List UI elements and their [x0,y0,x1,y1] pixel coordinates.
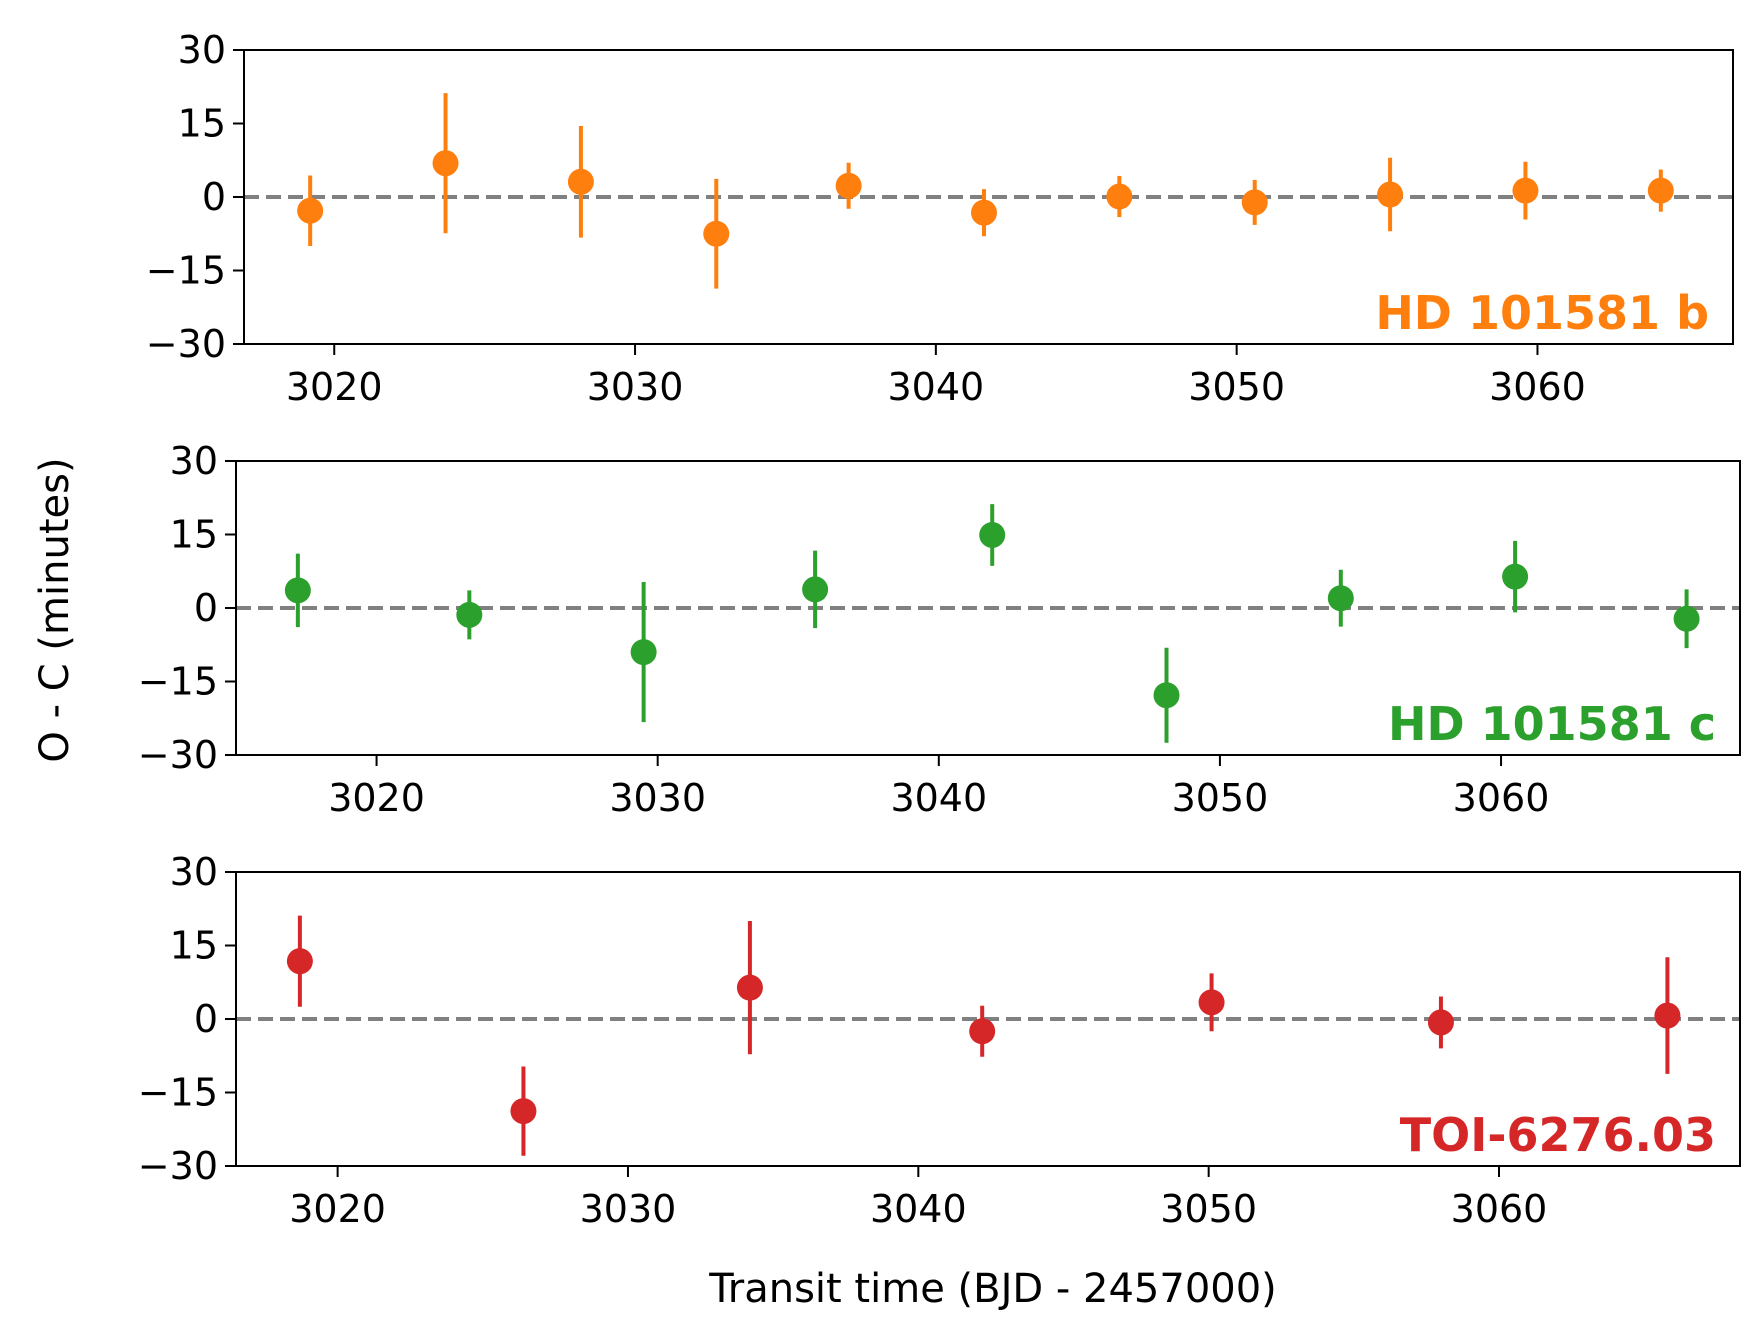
y-tick-label: −30 [146,322,226,366]
axes-frame [235,871,1741,1167]
x-tick-label: 3040 [887,365,984,409]
x-tick-label: 3050 [1160,1187,1257,1231]
data-point [1327,585,1354,612]
data-point [970,199,997,226]
y-tick-label: 15 [178,102,226,146]
y-tick-label: −15 [138,1071,218,1115]
data-point [510,1098,537,1125]
data-point [456,601,483,628]
data-point [802,576,829,603]
panel-label: TOI-6276.03 [1400,1108,1716,1162]
y-tick-label: −15 [138,660,218,704]
y-tick-label: 0 [194,997,218,1041]
x-tick-label: 3030 [609,776,706,820]
data-point [1153,682,1180,709]
y-tick-label: 30 [178,28,226,72]
x-tick-label: 3020 [286,365,383,409]
x-tick-label: 3030 [580,1187,677,1231]
y-tick-label: −30 [138,733,218,777]
y-tick-label: 15 [170,924,218,968]
x-tick-label: 3060 [1451,1187,1548,1231]
data-point [1654,1002,1681,1029]
panel-2: 30 15 0 −15 −30 3020 3030 3040 3050 3060 HD 101581… [138,439,1741,820]
data-point [1673,605,1700,632]
x-tick-label: 3050 [1188,365,1285,409]
panel-label: HD 101581 b [1375,286,1709,340]
x-tick-label: 3050 [1172,776,1269,820]
y-tick-label: −15 [146,249,226,293]
y-tick-label: 15 [170,513,218,557]
data-point [284,577,311,604]
x-tick-label: 3040 [870,1187,967,1231]
panel-label: HD 101581 c [1388,697,1716,751]
data-point [979,521,1006,548]
y-axis-label: O - C (minutes) [32,457,78,762]
axes-frame [243,49,1734,345]
x-tick-label: 3060 [1453,776,1550,820]
axes-frame [235,460,1741,756]
data-point [969,1018,996,1045]
data-point [1647,177,1674,204]
data-point [1241,189,1268,216]
y-tick-label: 0 [202,175,226,219]
data-point [630,639,657,666]
data-point [297,197,324,224]
data-point [567,168,594,195]
x-tick-label: 3020 [328,776,425,820]
x-tick-label: 3030 [587,365,684,409]
data-point [1377,181,1404,208]
x-tick-label: 3020 [289,1187,386,1231]
panel-3: 30 15 0 −15 −30 3020 3030 3040 3050 3060 TOI-6276.… [138,850,1741,1231]
data-point [1427,1009,1454,1036]
data-points [297,93,1674,289]
data-point [286,948,313,975]
y-tick-label: 0 [194,586,218,630]
data-point [1512,177,1539,204]
data-point [1502,563,1529,590]
data-point [1106,183,1133,210]
data-point [736,974,763,1001]
x-tick-label: 3040 [890,776,987,820]
x-tick-label: 3060 [1489,365,1586,409]
data-point [835,172,862,199]
data-point [1198,989,1225,1016]
data-points [284,504,1700,743]
panel-1: 30 15 0 −15 −30 3020 3030 3040 3050 3060 HD 101581… [146,28,1734,409]
data-points [286,915,1681,1156]
x-axis-label: Transit time (BJD - 2457000) [708,1266,1277,1312]
data-point [432,150,459,177]
y-tick-label: −30 [138,1144,218,1188]
y-tick-label: 30 [170,850,218,894]
y-tick-label: 30 [170,439,218,483]
data-point [703,220,730,247]
